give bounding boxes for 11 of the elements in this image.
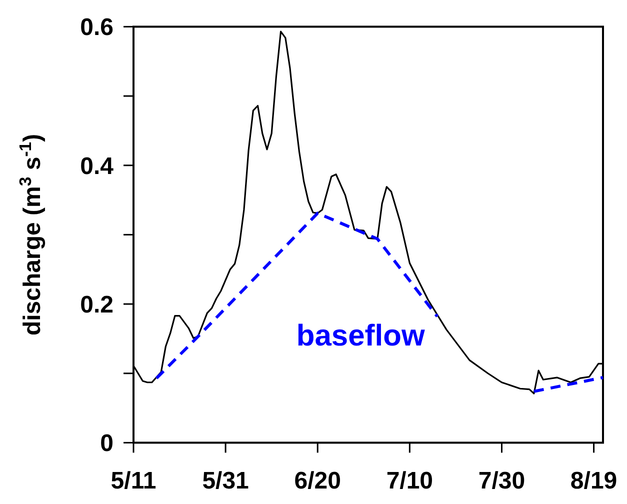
x-tick-label: 5/11: [110, 468, 156, 495]
x-tick-label: 8/19: [570, 468, 618, 495]
y-tick-label: 0.4: [80, 152, 114, 180]
series-label: baseflow: [296, 320, 426, 353]
x-tick-label: 6/20: [294, 468, 341, 495]
x-tick-label: 5/31: [202, 468, 249, 495]
y-tick-label: 0.6: [80, 14, 114, 42]
y-tick-label: 0.2: [80, 291, 114, 318]
x-tick-label: 7/30: [478, 468, 526, 495]
y-tick-label: 0: [100, 430, 114, 458]
x-tick-label: 7/10: [386, 468, 434, 495]
